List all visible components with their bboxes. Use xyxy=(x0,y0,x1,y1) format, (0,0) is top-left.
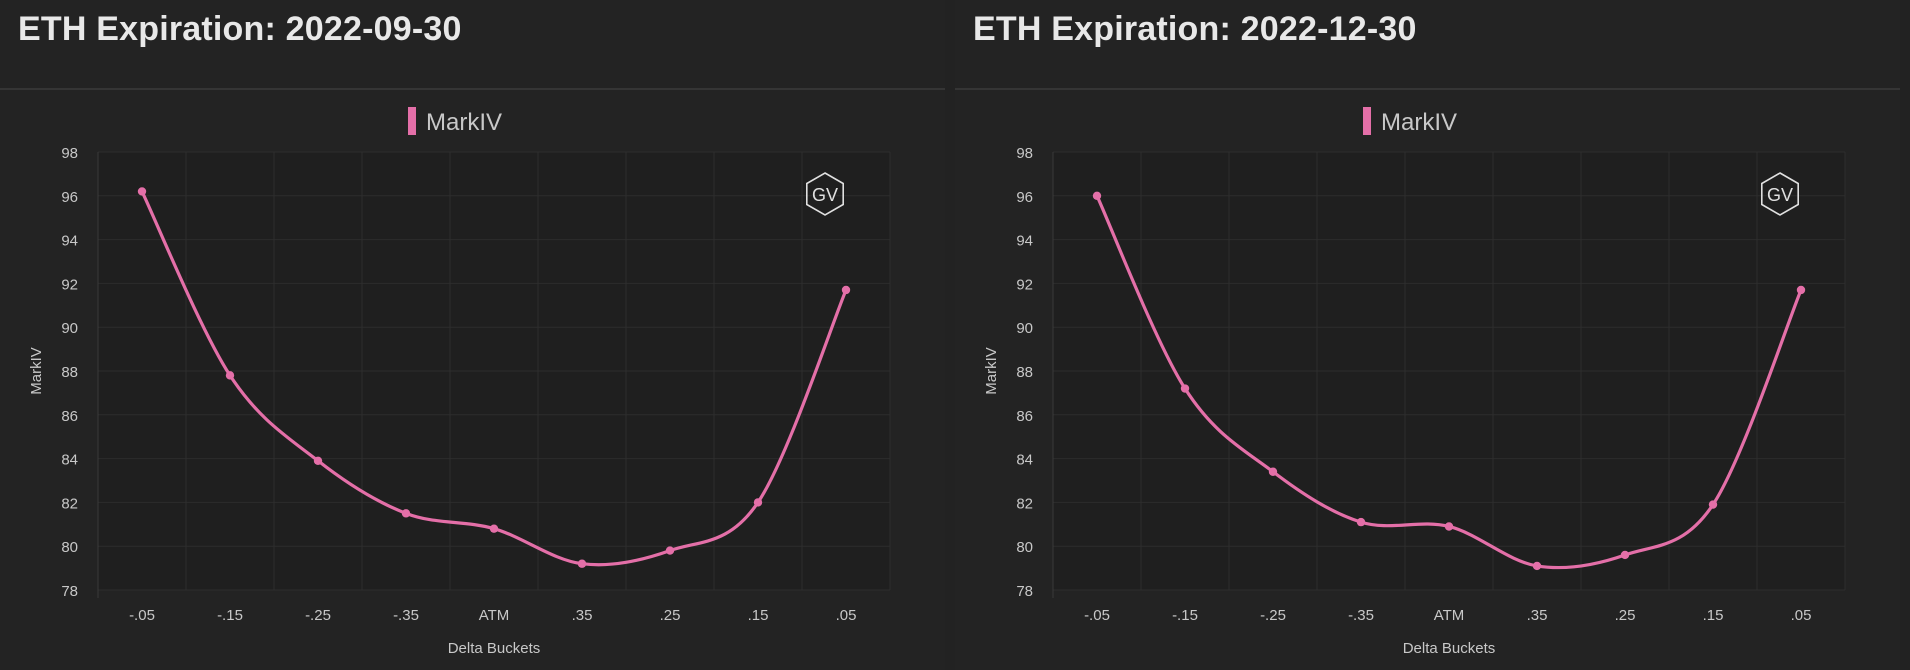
y-tick-label: 96 xyxy=(61,189,78,206)
y-tick-label: 84 xyxy=(1016,452,1033,469)
y-tick-label: 86 xyxy=(61,408,78,425)
data-point[interactable] xyxy=(1356,517,1366,527)
data-point[interactable] xyxy=(1092,191,1102,200)
gv-logo-icon: GV xyxy=(1760,172,1800,216)
y-tick-label: 94 xyxy=(1016,233,1033,250)
x-tick-label: .15 xyxy=(1703,607,1724,624)
x-tick-label: ATM xyxy=(479,607,510,624)
x-tick-label: -.35 xyxy=(393,607,419,624)
data-point[interactable] xyxy=(1444,522,1454,531)
x-tick-label: -.35 xyxy=(1348,607,1374,624)
x-tick-label: .05 xyxy=(836,607,857,624)
legend-label: MarkIV xyxy=(426,109,502,136)
x-tick-label: .35 xyxy=(572,607,593,624)
panel-title: ETH Expiration: 2022-09-30 xyxy=(18,10,462,48)
panel-title: ETH Expiration: 2022-12-30 xyxy=(973,10,1417,48)
y-tick-label: 84 xyxy=(61,452,78,469)
y-tick-label: 88 xyxy=(1016,364,1033,381)
x-tick-label: .25 xyxy=(660,607,681,624)
y-tick-label: 82 xyxy=(61,495,78,512)
panel-divider xyxy=(0,88,945,90)
data-point[interactable] xyxy=(841,285,851,295)
y-tick-label: 78 xyxy=(1016,583,1033,600)
y-tick-label: 80 xyxy=(1016,539,1033,556)
x-tick-label: .35 xyxy=(1527,607,1548,624)
svg-text:GV: GV xyxy=(812,185,838,205)
data-point[interactable] xyxy=(1796,285,1806,295)
chart-panel-dec: ETH Expiration: 2022-12-30 78 80 82 84 86 88 9… xyxy=(955,0,1900,670)
y-tick-label: 82 xyxy=(1016,495,1033,512)
data-point[interactable] xyxy=(401,509,411,518)
y-tick-label: 80 xyxy=(61,539,78,556)
data-point[interactable] xyxy=(1268,467,1278,476)
x-tick-label: .25 xyxy=(1615,607,1636,624)
y-tick-label: 98 xyxy=(1016,145,1033,162)
gv-logo-icon: GV xyxy=(805,172,845,216)
legend-swatch xyxy=(408,107,416,135)
x-tick-label: ATM xyxy=(1434,607,1465,624)
x-tick-label: -.25 xyxy=(1260,607,1286,624)
x-tick-label: -.05 xyxy=(129,607,155,624)
data-point[interactable] xyxy=(665,546,675,555)
data-point[interactable] xyxy=(753,498,763,507)
x-tick-label: -.25 xyxy=(305,607,331,624)
data-point[interactable] xyxy=(225,371,235,380)
data-point[interactable] xyxy=(577,559,587,568)
data-point[interactable] xyxy=(313,456,323,465)
data-point[interactable] xyxy=(1180,384,1190,393)
y-tick-label: 88 xyxy=(61,364,78,381)
panel-divider xyxy=(955,88,1900,90)
data-point[interactable] xyxy=(1708,500,1718,509)
y-tick-label: 86 xyxy=(1016,408,1033,425)
data-point[interactable] xyxy=(489,524,499,533)
data-point[interactable] xyxy=(1620,550,1630,560)
chart-panel-sep: ETH Expiration: 2022-09-30 78 80 82 84 86 88 9… xyxy=(0,0,945,670)
y-tick-label: 92 xyxy=(1016,276,1033,293)
iv-smile-chart: 78 80 82 84 86 88 90 92 94 96 98 -.05 -.15 -.25 -.35 AT… xyxy=(983,107,1846,657)
y-tick-label: 96 xyxy=(1016,189,1033,206)
data-point[interactable] xyxy=(1532,561,1542,571)
x-tick-label: -.15 xyxy=(1172,607,1198,624)
legend-swatch xyxy=(1363,107,1371,135)
y-tick-label: 90 xyxy=(1016,320,1033,337)
x-axis-title: Delta Buckets xyxy=(1403,640,1496,657)
legend[interactable]: MarkIV xyxy=(408,107,502,136)
y-axis-title: MarkIV xyxy=(28,347,45,395)
legend-label: MarkIV xyxy=(1381,109,1457,136)
x-tick-label: -.05 xyxy=(1084,607,1110,624)
svg-text:GV: GV xyxy=(1767,185,1793,205)
x-tick-label: .05 xyxy=(1791,607,1812,624)
y-axis-title: MarkIV xyxy=(983,347,1000,395)
x-tick-label: -.15 xyxy=(217,607,243,624)
y-tick-label: 90 xyxy=(61,320,78,337)
y-tick-label: 92 xyxy=(61,276,78,293)
legend[interactable]: MarkIV xyxy=(1363,107,1457,136)
x-tick-label: .15 xyxy=(748,607,769,624)
data-point[interactable] xyxy=(137,187,147,196)
y-tick-label: 94 xyxy=(61,233,78,250)
y-tick-label: 78 xyxy=(61,583,78,600)
y-tick-label: 98 xyxy=(61,145,78,162)
iv-smile-chart: 78 80 82 84 86 88 90 92 94 96 98 -.05 -.15 -.25 -.35 AT… xyxy=(28,107,891,657)
x-axis-title: Delta Buckets xyxy=(448,640,541,657)
